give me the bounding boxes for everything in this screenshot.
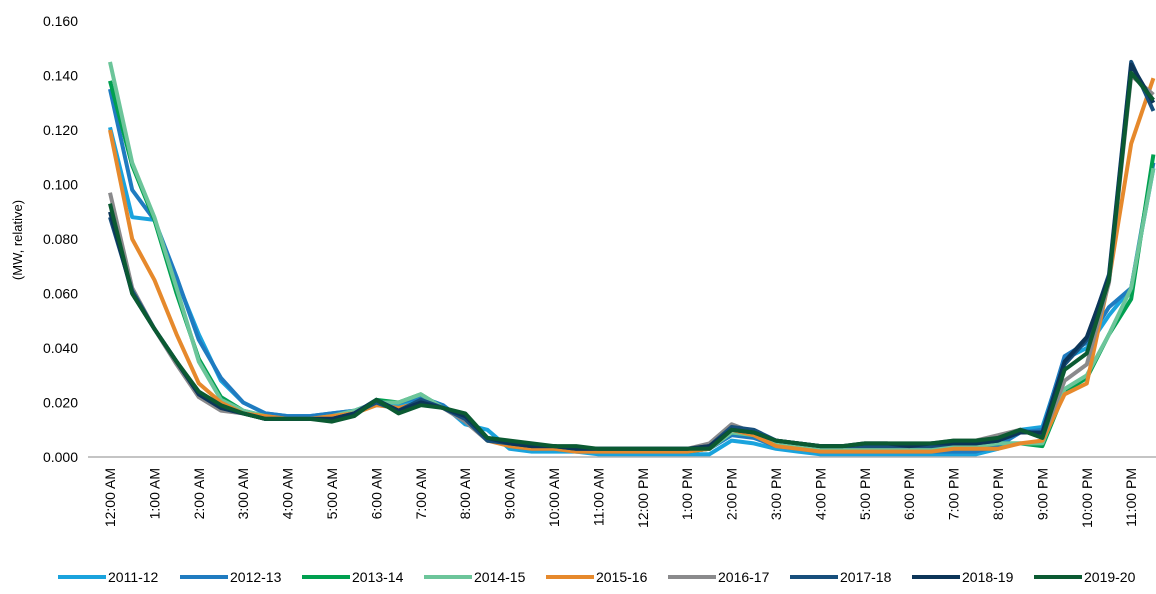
legend-label: 2018-19	[962, 569, 1014, 585]
series-line	[108, 61, 1156, 451]
legend-label: 2019-20	[1084, 569, 1136, 585]
x-tick-label: 7:00 AM	[413, 468, 429, 519]
y-tick-label: 0.020	[43, 395, 78, 411]
x-tick-label: 3:00 AM	[235, 468, 251, 519]
series-line	[108, 80, 1156, 454]
series-line	[108, 62, 1156, 451]
x-tick-label: 5:00 PM	[857, 468, 873, 520]
x-tick-label: 3:00 PM	[768, 468, 784, 520]
x-tick-label: 2:00 PM	[724, 468, 740, 520]
y-tick-label: 0.100	[43, 177, 78, 193]
y-tick-label: 0.080	[43, 231, 78, 247]
x-tick-label: 2:00 AM	[191, 468, 207, 519]
legend-label: 2013-14	[352, 569, 404, 585]
legend-label: 2015-16	[596, 569, 648, 585]
y-tick-label: 0.060	[43, 286, 78, 302]
series-line	[108, 59, 1156, 451]
x-tick-label: 10:00 PM	[1079, 468, 1095, 528]
y-tick-label: 0.120	[43, 122, 78, 138]
y-axis-title: (MW, relative)	[10, 200, 25, 280]
legend-label: 2014-15	[474, 569, 526, 585]
x-tick-label: 12:00 AM	[102, 468, 118, 527]
x-tick-label: 1:00 PM	[679, 468, 695, 520]
series-line	[108, 126, 1156, 457]
x-tick-label: 8:00 AM	[457, 468, 473, 519]
x-tick-label: 5:00 AM	[324, 468, 340, 519]
x-tick-label: 6:00 PM	[901, 468, 917, 520]
x-tick-label: 11:00 AM	[590, 468, 606, 526]
y-tick-label: 0.140	[43, 68, 78, 84]
x-tick-label: 7:00 PM	[946, 468, 962, 520]
x-tick-label: 12:00 PM	[635, 468, 651, 528]
series-line	[108, 77, 1156, 454]
y-tick-label: 0.040	[43, 340, 78, 356]
x-tick-label: 4:00 PM	[812, 468, 828, 520]
x-tick-label: 9:00 AM	[502, 468, 518, 519]
x-tick-label: 1:00 AM	[146, 468, 162, 519]
legend-label: 2012-13	[230, 569, 282, 585]
x-tick-label: 9:00 PM	[1034, 468, 1050, 520]
x-tick-label: 11:00 PM	[1123, 468, 1139, 527]
series-line	[108, 73, 1155, 451]
legend-label: 2016-17	[718, 569, 770, 585]
legend-label: 2011-12	[108, 569, 159, 585]
x-tick-label: 8:00 PM	[990, 468, 1006, 520]
series-line	[108, 88, 1156, 454]
y-tick-label: 0.000	[43, 449, 78, 465]
x-tick-label: 4:00 AM	[280, 468, 296, 519]
y-tick-label: 0.160	[43, 13, 78, 29]
series-line	[108, 70, 1155, 451]
x-tick-label: 10:00 AM	[546, 468, 562, 527]
legend-label: 2017-18	[840, 569, 892, 585]
x-tick-label: 6:00 AM	[368, 468, 384, 519]
